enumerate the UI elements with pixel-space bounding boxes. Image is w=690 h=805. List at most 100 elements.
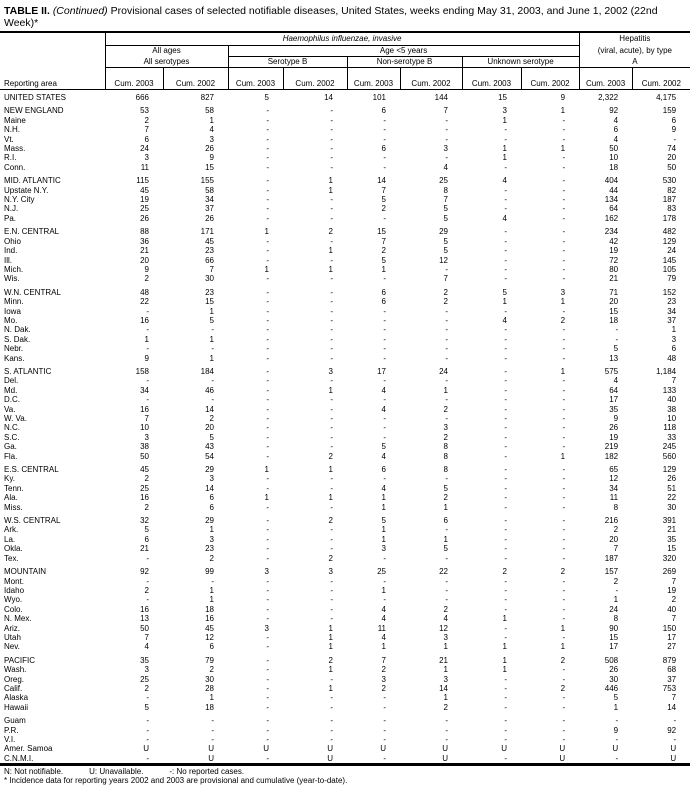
- reporting-area-label: Calif.: [4, 683, 23, 693]
- cell-value: -: [330, 344, 333, 354]
- cell-value: -: [562, 404, 566, 414]
- header-cum-9: Cum. 2002: [631, 67, 690, 90]
- reporting-area-label: N.C.: [4, 423, 20, 433]
- cell-value: -: [562, 353, 566, 363]
- cell-value: U: [208, 753, 214, 763]
- table-row: Oreg. 25 30 - - 3 3 - - 30 37: [0, 675, 690, 684]
- table-row: Vt. 6 3 - - - - - - 4 -: [0, 135, 690, 144]
- reporting-area-label: Wyo.: [4, 595, 23, 605]
- cell-value: -: [266, 255, 269, 265]
- cell-value: 9: [613, 725, 619, 735]
- cell-value: 482: [662, 227, 677, 237]
- cell-value: 23: [205, 287, 214, 297]
- cell-value: 1: [209, 585, 214, 595]
- cell-value: 2: [560, 567, 566, 577]
- cell-value: 26: [609, 665, 619, 675]
- table-row: Fla. 50 54 - 2 4 8 - 1 182 560: [0, 452, 690, 461]
- cell-value: -: [266, 213, 269, 223]
- cell-value: 1: [381, 534, 386, 544]
- reporting-area-label: PACIFIC: [4, 655, 35, 665]
- cell-value: 7: [671, 693, 677, 703]
- cell-value: 36: [140, 236, 149, 246]
- table-row: N.C. 10 20 - - - 3 - - 26 118: [0, 423, 690, 432]
- cell-value: 446: [604, 683, 619, 693]
- cell-value: 24: [609, 604, 619, 614]
- cell-value: 22: [667, 493, 677, 503]
- cell-value: -: [504, 544, 507, 554]
- cell-value: 1: [209, 693, 214, 703]
- cell-value: 5: [443, 204, 448, 214]
- cell-value: 5: [502, 287, 507, 297]
- cell-value: -: [615, 334, 619, 344]
- cell-value: -: [383, 725, 386, 735]
- cell-value: -: [266, 185, 269, 195]
- cell-value: -: [383, 306, 386, 316]
- cell-value: -: [330, 702, 333, 712]
- cell-value: -: [330, 544, 333, 554]
- table-header: Haemophilus influenzae, invasive Hepatit…: [0, 31, 690, 90]
- cell-value: -: [330, 534, 333, 544]
- cell-value: 21: [667, 525, 677, 535]
- cell-value: 27: [667, 642, 677, 652]
- cell-value: -: [562, 334, 566, 344]
- cell-value: -: [266, 176, 269, 186]
- cell-value: 1: [560, 144, 566, 154]
- cell-value: 1: [328, 642, 333, 652]
- cell-value: 5: [381, 516, 386, 526]
- cell-value: 13: [609, 353, 619, 363]
- cell-value: 155: [200, 176, 214, 186]
- cell-value: 92: [667, 725, 677, 735]
- header-haemophilus: Haemophilus influenzae, invasive: [104, 31, 580, 46]
- cell-value: -: [266, 716, 269, 726]
- header-cum-6: Cum. 2003: [461, 67, 521, 90]
- cell-value: -: [266, 195, 269, 205]
- cell-value: -: [383, 334, 386, 344]
- reporting-area-label: Mont.: [4, 576, 25, 586]
- table-row: Mass. 24 26 - - 6 3 1 1 50 74: [0, 144, 690, 153]
- reporting-area-label: S. ATLANTIC: [4, 366, 52, 376]
- cell-value: 17: [609, 642, 619, 652]
- cell-value: U: [559, 744, 566, 754]
- cell-value: -: [445, 264, 448, 274]
- cell-value: 44: [609, 185, 619, 195]
- cell-value: 35: [609, 404, 619, 414]
- cell-value: 1: [443, 665, 448, 675]
- cell-value: -: [504, 366, 507, 376]
- title-continued: (Continued): [52, 5, 108, 17]
- cell-value: 575: [604, 366, 619, 376]
- table-row: W.N. CENTRAL 48 23 - - 6 2 5 3 71 152: [0, 284, 690, 297]
- cell-value: -: [562, 255, 566, 265]
- cell-value: 1: [443, 534, 448, 544]
- table-row: MID. ATLANTIC 115 155 - 1 14 25 4 - 404 530: [0, 172, 690, 185]
- header-cum-0: Cum. 2003: [104, 67, 163, 90]
- cell-value: U: [327, 744, 333, 754]
- table-row: Conn. 11 15 - - - 4 - - 18 50: [0, 163, 690, 172]
- reporting-area-label: E.N. CENTRAL: [4, 227, 60, 237]
- cell-value: -: [445, 306, 448, 316]
- cell-value: -: [445, 334, 448, 344]
- cell-value: 3: [443, 423, 448, 433]
- reporting-area-label: Ill.: [4, 255, 12, 265]
- reporting-area-label: Upstate N.Y.: [4, 185, 49, 195]
- reporting-area-label: Ga.: [4, 442, 17, 452]
- cell-value: 29: [205, 465, 214, 475]
- table-row: Pa. 26 26 - - - 5 4 - 162 178: [0, 214, 690, 223]
- cell-value: -: [504, 423, 507, 433]
- cell-value: 4,175: [656, 93, 677, 102]
- cell-value: 404: [604, 176, 619, 186]
- cell-value: -: [562, 576, 566, 586]
- cell-value: -: [504, 432, 507, 442]
- cell-value: -: [266, 604, 269, 614]
- header-spacer: [0, 57, 105, 68]
- cell-value: -: [383, 125, 386, 135]
- cell-value: 1: [328, 465, 333, 475]
- cell-value: 9: [144, 264, 149, 274]
- cell-value: 48: [140, 287, 149, 297]
- cell-value: -: [562, 195, 566, 205]
- cell-value: -: [562, 246, 566, 256]
- title-text: Provisional cases of selected notifiable…: [4, 5, 658, 29]
- cell-value: -: [330, 315, 333, 325]
- cell-value: -: [330, 125, 333, 135]
- header-serotype-b: Serotype B: [227, 56, 347, 68]
- cell-value: -: [562, 176, 566, 186]
